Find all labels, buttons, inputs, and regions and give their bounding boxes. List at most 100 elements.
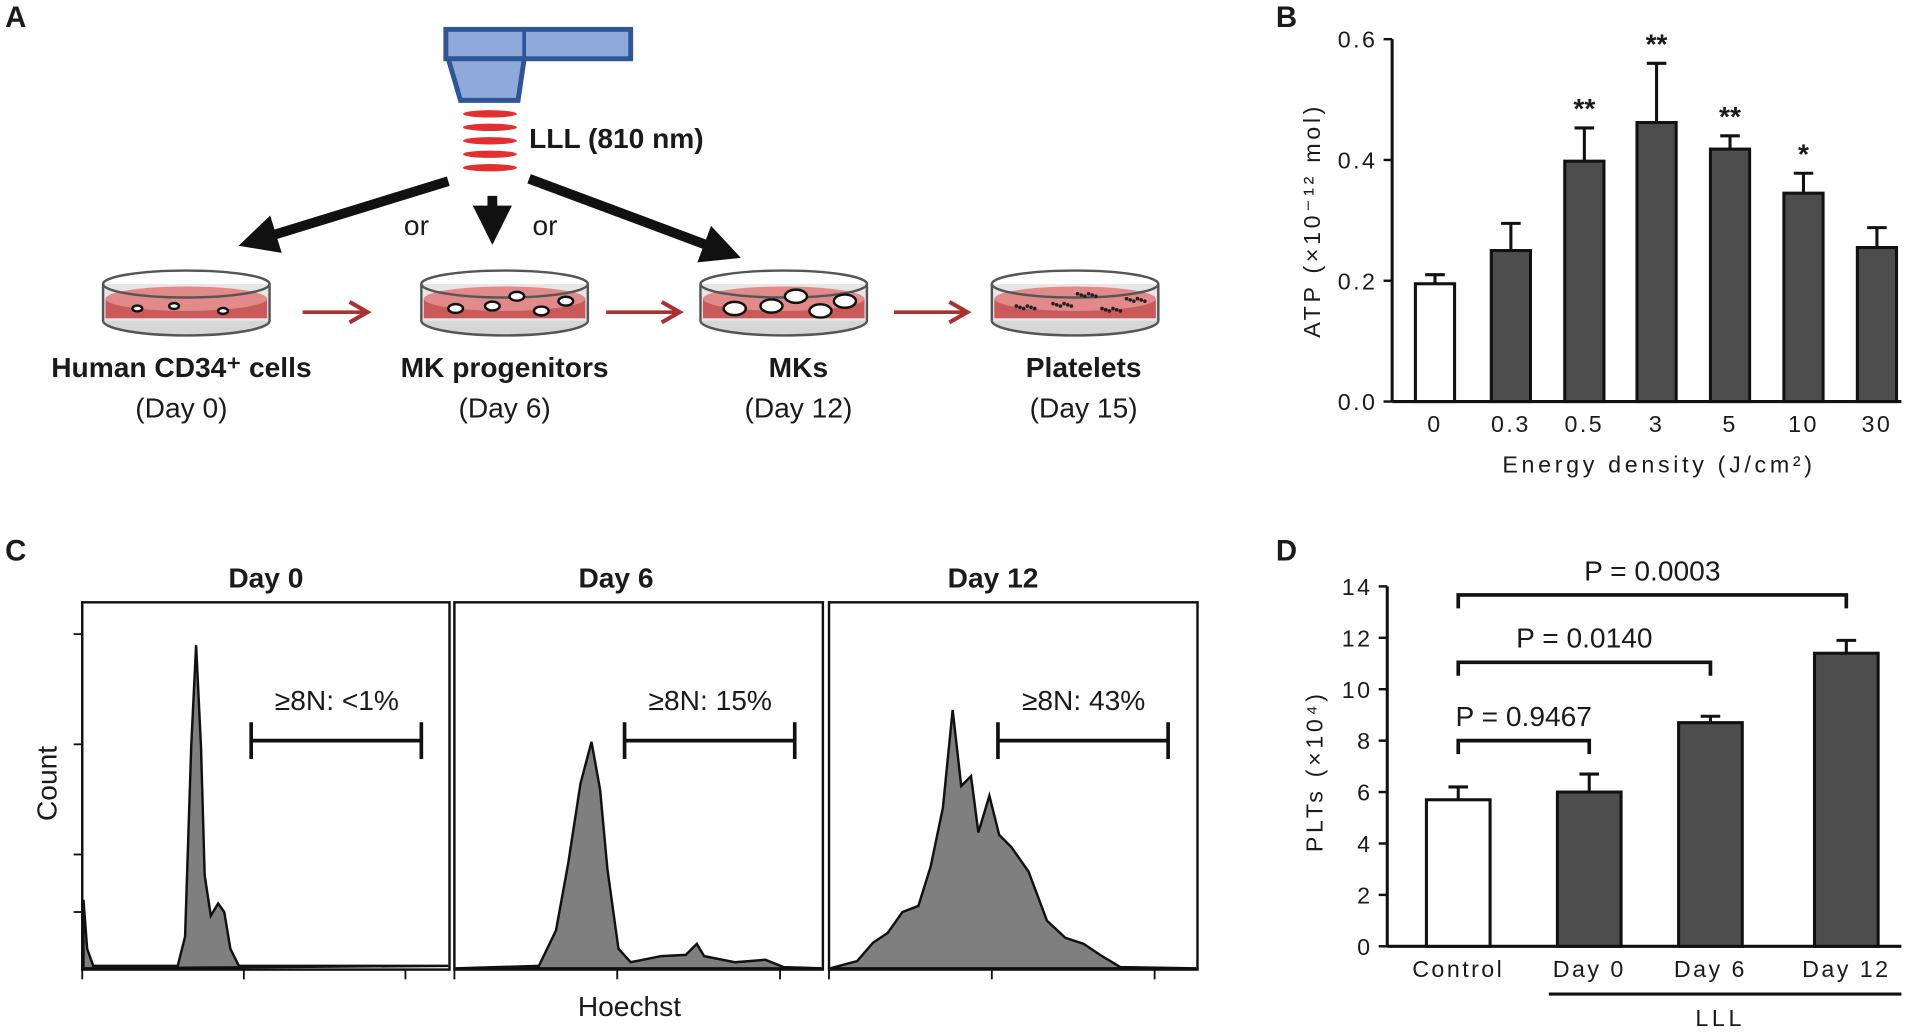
y-tick-label: 0.2 [1338,268,1378,294]
or-label: or [404,210,429,241]
p-value: P = 0.0003 [1584,555,1720,586]
dish-rim [420,269,590,299]
significance: * [1798,138,1809,169]
y-tick-label: 12 [1342,625,1373,651]
platelet [1094,294,1098,299]
histogram-curves [82,645,1197,970]
gate-bar [996,722,1170,760]
y-axis-label: Count [32,746,63,821]
cell [167,301,181,311]
y-axis-label: PLTs (×10⁴) [1301,690,1327,852]
p-value: P = 0.9467 [1456,701,1592,732]
cell [759,298,784,314]
panel-label: D [1276,535,1297,568]
platelet [1132,299,1136,303]
bar [1782,191,1825,404]
cell [483,300,501,312]
panel-label: C [5,535,26,568]
cell [557,295,575,307]
error-bar [1720,134,1740,150]
or-label: or [532,210,557,241]
x-tick-label: 5 [1722,411,1737,437]
stage-day: (Day 6) [458,392,550,423]
bar [1424,798,1492,948]
error-bar [1700,714,1721,723]
cell [216,306,230,316]
y-tick-label: 0.6 [1338,27,1378,53]
dish-medium-top [994,286,1156,311]
significance: ** [1719,101,1741,132]
platelet [1075,291,1080,296]
x-axis-label: Energy density (J/cm²) [1502,452,1815,478]
platelet [1054,302,1059,307]
gate-label: ≥8N: 15% [649,685,772,716]
comparison-bracket [1456,738,1592,755]
bar [1708,147,1752,404]
stage-name: Human CD34⁺ cells [51,352,311,383]
panel-label: A [5,1,26,34]
cell [131,304,144,313]
platelet [1062,301,1066,306]
platelet [1014,304,1019,308]
platelet [1086,291,1091,296]
y-tick-label: 0.4 [1338,148,1378,174]
group-label: LLL [1695,1005,1745,1031]
gate-bar [622,722,797,760]
error-bar [1579,772,1600,793]
histogram-title: Day 6 [578,563,653,594]
gate-label: ≥8N: 43% [1022,685,1145,716]
stage-day: (Day 0) [135,392,227,423]
y-tick-label: 10 [1342,677,1373,703]
y-tick-label: 2 [1357,882,1372,908]
platelet [1143,299,1147,303]
x-tick-label: 30 [1862,411,1893,437]
dishes [101,269,1160,337]
error-bar [1501,221,1521,251]
platelet [1032,306,1037,311]
y-axis-label: ATP (×10⁻¹² mol) [1299,103,1325,338]
y-tick-label: 6 [1357,780,1372,806]
platelet [1114,307,1119,312]
platelet [1100,306,1104,311]
cell [532,305,550,317]
y-tick-label: 14 [1342,574,1373,600]
bar [1812,651,1880,948]
platelet [1118,309,1123,313]
bar [1555,790,1623,948]
bar [1563,159,1606,404]
platelet [1069,304,1074,308]
error-bar [1836,638,1857,654]
platelet [1090,293,1095,297]
error-bar [1646,61,1667,123]
y-tick-label: 4 [1357,831,1372,857]
comparison-bracket [1456,593,1849,609]
gate-bar [249,722,424,760]
platelet [1051,301,1055,306]
platelet [1107,309,1112,313]
error-bar [1574,126,1595,162]
error-bar [1867,226,1887,248]
dish-rim [699,269,869,299]
cell [722,300,747,317]
bar [1413,282,1457,404]
x-tick-label: 0 [1427,411,1442,437]
stage-name: Platelets [1026,352,1142,383]
laser [443,26,634,172]
y-tick-label: 8 [1357,728,1372,754]
bar [1855,246,1899,404]
platelet [1124,296,1129,301]
x-tick-label: 0.5 [1565,411,1605,437]
platelet [1135,296,1140,301]
significance: ** [1573,93,1595,124]
histogram-labels: Day 0 ≥8N: <1% Day 6 ≥8N: 15% Day 12 ≥8N: 43% [228,563,1170,760]
stage-day: (Day 12) [744,392,852,423]
bar [1489,249,1533,404]
platelet [1111,306,1115,311]
error-bar [1425,273,1445,284]
platelet [1021,306,1026,311]
platelet [1065,302,1070,307]
cell [832,293,858,309]
platelet [1025,304,1030,308]
significance: ** [1646,29,1668,60]
